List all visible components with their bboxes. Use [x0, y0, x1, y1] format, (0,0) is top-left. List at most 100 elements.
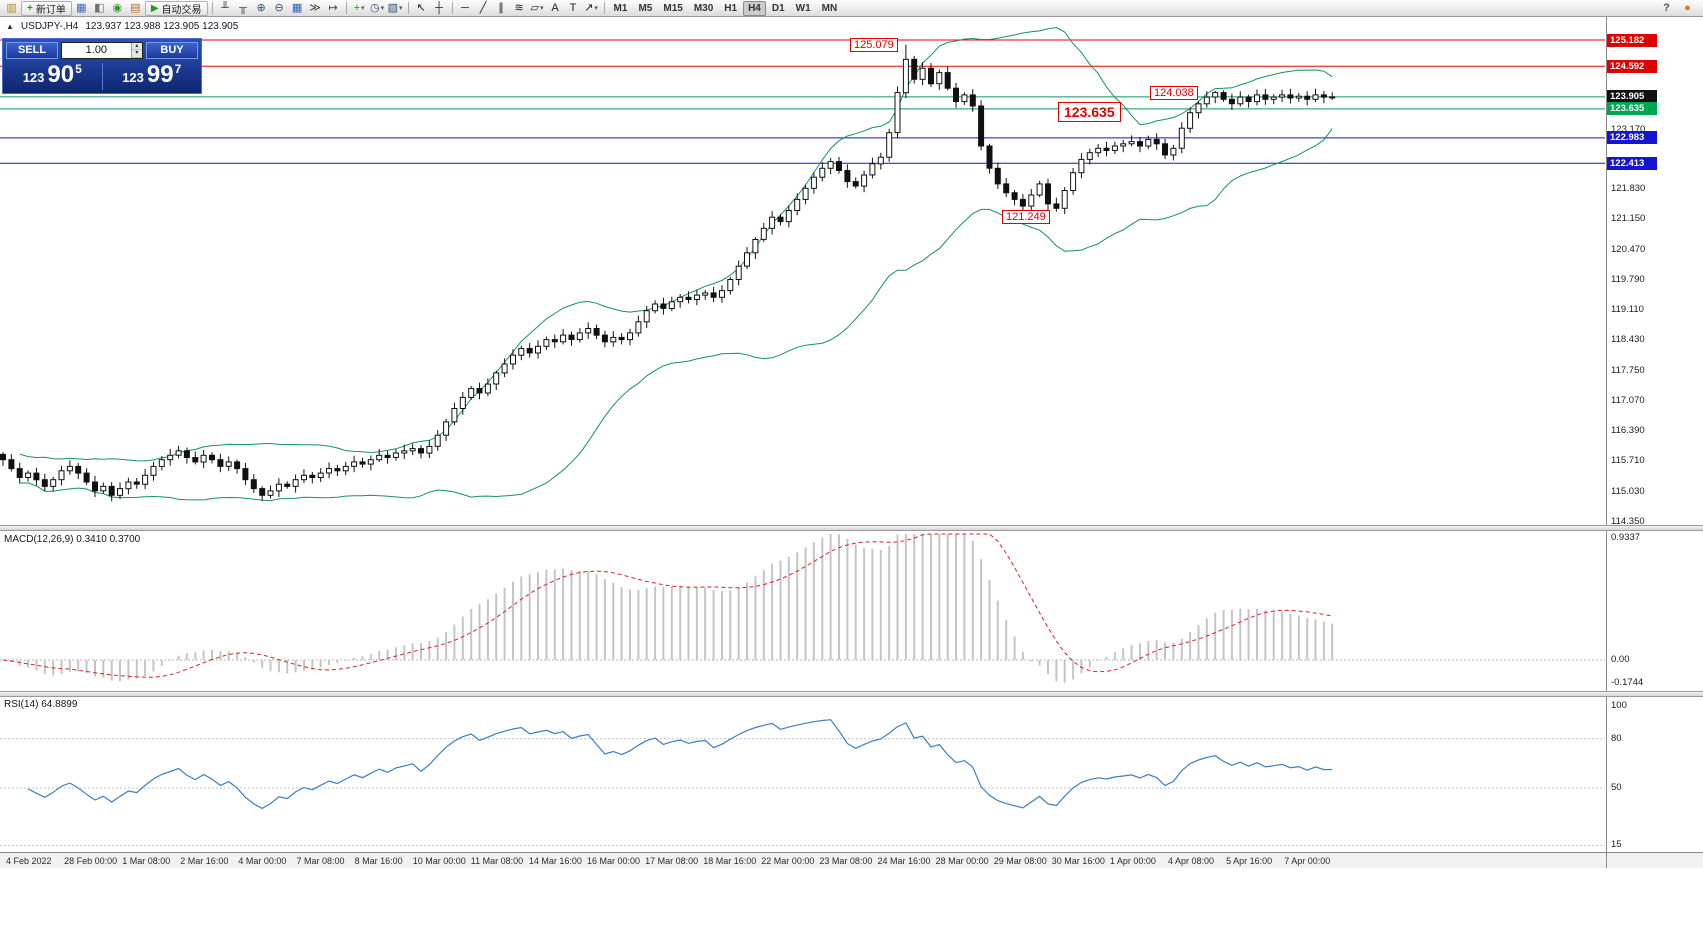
market-depth-icon[interactable]: ╥: [239, 1, 247, 14]
time-axis-label: 29 Mar 08:00: [993, 856, 1047, 866]
text-icon[interactable]: A: [551, 1, 559, 14]
lot-size-field: ▴ ▾: [61, 41, 143, 59]
lot-size-input[interactable]: [62, 42, 131, 58]
timeframe-button-d1[interactable]: D1: [771, 2, 785, 14]
hline-icon[interactable]: ─: [461, 1, 469, 14]
time-axis-label: 4 Mar 00:00: [238, 856, 287, 866]
lot-down-button[interactable]: ▾: [131, 50, 142, 58]
time-axis-label: 28 Feb 00:00: [64, 856, 118, 866]
time-axis-label: 5 Apr 16:00: [1226, 856, 1273, 866]
time-axis-label: 1 Mar 08:00: [122, 856, 171, 866]
autotrade-icon: ▶: [150, 2, 159, 14]
sell-button[interactable]: SELL: [6, 41, 58, 59]
time-axis-label: 1 Apr 00:00: [1109, 856, 1156, 866]
bid-price[interactable]: 123 90 5: [3, 61, 102, 92]
label-icon[interactable]: T: [569, 1, 577, 14]
time-axis-label: 4 Feb 2022: [6, 856, 52, 866]
timeframe-button-m30[interactable]: M30: [693, 2, 714, 14]
price-axis-label-123.635: 123.635: [1607, 102, 1657, 116]
one-click-trading-panel: SELL ▴ ▾ BUY 123 90 5 123 99 7: [2, 38, 202, 94]
time-axis-label: 14 Mar 16:00: [528, 856, 582, 866]
add-indicator-icon-caret[interactable]: ▾: [361, 4, 365, 12]
time-axis-label: 28 Mar 00:00: [935, 856, 989, 866]
macd-panel-splitter[interactable]: [0, 525, 1703, 531]
price-axis-tick: 116.390: [1611, 425, 1645, 437]
symbol-period-label: USDJPY-,H4: [20, 21, 79, 32]
price-callout-123.635[interactable]: 123.635: [1058, 102, 1121, 122]
price-axis-tick: 118.430: [1611, 334, 1645, 346]
toolbar-separator: [603, 2, 605, 14]
price-axis-tick: 121.830: [1611, 183, 1646, 195]
notification-icon[interactable]: ●: [1684, 1, 1691, 14]
add-indicator-icon[interactable]: + ▾: [353, 1, 365, 14]
cursor-icon[interactable]: ↖: [416, 1, 426, 14]
data-window-icon[interactable]: ╨: [221, 1, 229, 14]
price-axis-tick: 115.030: [1611, 485, 1645, 497]
toolbar-separator: [345, 2, 347, 14]
charts-icon[interactable]: ▦: [76, 1, 87, 14]
price-divider: [101, 63, 103, 90]
arrow-objects-icon-caret[interactable]: ▾: [594, 4, 598, 12]
time-axis[interactable]: [0, 852, 1703, 868]
price-axis-tick: 119.790: [1611, 273, 1645, 285]
ask-main: 99: [146, 61, 174, 88]
period-icon-caret[interactable]: ▾: [380, 4, 385, 12]
lot-up-button[interactable]: ▴: [131, 43, 142, 50]
arrow-objects-icon[interactable]: ↗ ▾: [584, 1, 598, 14]
zoom-in-icon[interactable]: ⊕: [256, 1, 266, 14]
rsi-panel-splitter[interactable]: [0, 691, 1703, 697]
time-axis-label: 2 Mar 16:00: [180, 856, 229, 866]
price-axis-separator: [1606, 17, 1607, 868]
trendline-icon[interactable]: ╱: [479, 1, 487, 14]
price-callout-121.249[interactable]: 121.249: [1002, 210, 1050, 224]
tile-windows-icon[interactable]: ▦: [291, 1, 303, 14]
price-callout-125.079[interactable]: 125.079: [850, 38, 898, 52]
toolbar-separator: [211, 2, 213, 14]
period-icon[interactable]: ◷ ▾: [369, 1, 385, 14]
timeframe-button-w1[interactable]: W1: [795, 2, 811, 14]
toolbar-separator: [451, 2, 453, 14]
rsi-axis-tick: 15: [1611, 839, 1622, 851]
toolbar-right: ? ●: [1658, 1, 1700, 16]
timeframe-button-m1[interactable]: M1: [613, 2, 628, 14]
market-watch-icon[interactable]: ◧: [94, 1, 105, 14]
shapes-icon-caret[interactable]: ▾: [540, 4, 544, 12]
template-icon[interactable]: ▧ ▾: [387, 1, 403, 14]
zoom-out-icon[interactable]: ⊖: [274, 1, 284, 14]
channel-icon[interactable]: ∥: [498, 1, 504, 14]
timeframe-button-h1[interactable]: H1: [724, 2, 738, 14]
new-order-button-label: 新订单: [35, 4, 66, 16]
time-axis-label: 24 Mar 16:00: [877, 856, 931, 866]
bid-prefix: 123: [22, 70, 45, 85]
autoscroll-icon[interactable]: ≫: [309, 1, 321, 14]
timeframe-button-h4[interactable]: H4: [743, 0, 766, 16]
timeframe-button-m5[interactable]: M5: [638, 2, 653, 14]
ask-price[interactable]: 123 99 7: [103, 61, 202, 92]
toolbar: ▥ + 新订单 ▦ ◧ ◉ ▤ ▶ 自动交易 ╨ ╥ ⊕ ⊖ ▦ ≫ ↦ + ▾ ◷ ▾ ▧ ▾ ↖ ┼ ─ ╱ ∥ ≋ ▱ ▾ A T ↗ ▾ M…: [0, 0, 1703, 17]
timeframe-button-m15[interactable]: M15: [663, 2, 683, 14]
time-axis-label: 7 Mar 08:00: [296, 856, 345, 866]
template-icon-caret[interactable]: ▾: [398, 4, 403, 12]
rsi-label: RSI(14) 64.8899: [4, 699, 78, 710]
buy-button[interactable]: BUY: [146, 41, 198, 59]
time-axis-label: 23 Mar 08:00: [819, 856, 873, 866]
price-axis-label-124.592: 124.592: [1607, 59, 1657, 73]
fibonacci-icon[interactable]: ≋: [514, 1, 524, 14]
new-order-button[interactable]: + 新订单: [21, 0, 72, 16]
help-icon[interactable]: ?: [1663, 1, 1670, 14]
price-axis-tick: 117.750: [1611, 364, 1645, 376]
timeframe-button-mn[interactable]: MN: [821, 2, 838, 14]
alerts-icon[interactable]: ◉: [112, 1, 123, 14]
autotrade-button[interactable]: ▶ 自动交易: [144, 0, 208, 16]
chart-shift-icon[interactable]: ↦: [328, 1, 338, 14]
crosshair-icon[interactable]: ┼: [435, 1, 443, 14]
time-axis-label: 17 Mar 08:00: [645, 856, 699, 866]
shapes-icon[interactable]: ▱ ▾: [530, 1, 544, 14]
macd-axis-tick: -0.1744: [1611, 676, 1644, 688]
price-callout-124.038[interactable]: 124.038: [1150, 86, 1198, 100]
new-chart-icon[interactable]: ▥: [6, 1, 17, 14]
price-axis-tick: 114.350: [1611, 516, 1645, 527]
history-center-icon[interactable]: ▤: [130, 1, 141, 14]
